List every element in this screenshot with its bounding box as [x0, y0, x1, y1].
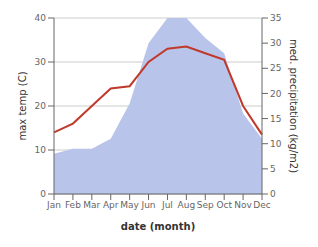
- svg-text:date (month): date (month): [121, 221, 195, 232]
- svg-text:0: 0: [270, 189, 276, 199]
- svg-text:Jul: Jul: [161, 200, 173, 210]
- svg-text:Nov: Nov: [234, 200, 252, 210]
- svg-text:30: 30: [35, 57, 47, 67]
- svg-text:Oct: Oct: [216, 200, 232, 210]
- svg-text:35: 35: [270, 13, 281, 23]
- svg-text:5: 5: [270, 164, 276, 174]
- svg-text:Sep: Sep: [197, 200, 214, 210]
- svg-text:May: May: [120, 200, 139, 210]
- svg-text:30: 30: [270, 38, 282, 48]
- svg-text:Dec: Dec: [253, 200, 270, 210]
- svg-text:25: 25: [270, 63, 281, 73]
- svg-text:20: 20: [270, 89, 282, 99]
- svg-text:Jun: Jun: [141, 200, 156, 210]
- svg-text:med. precipitation (kg/m2): med. precipitation (kg/m2): [288, 39, 299, 173]
- svg-text:40: 40: [35, 13, 47, 23]
- svg-text:max temp (C): max temp (C): [17, 71, 28, 140]
- svg-text:10: 10: [35, 145, 47, 155]
- svg-text:Apr: Apr: [103, 200, 119, 210]
- svg-text:20: 20: [35, 101, 47, 111]
- svg-text:Aug: Aug: [178, 200, 196, 210]
- svg-text:Feb: Feb: [65, 200, 81, 210]
- svg-text:0: 0: [40, 189, 46, 199]
- svg-text:15: 15: [270, 114, 281, 124]
- svg-text:10: 10: [270, 139, 282, 149]
- svg-text:Mar: Mar: [83, 200, 100, 210]
- svg-text:Jan: Jan: [46, 200, 61, 210]
